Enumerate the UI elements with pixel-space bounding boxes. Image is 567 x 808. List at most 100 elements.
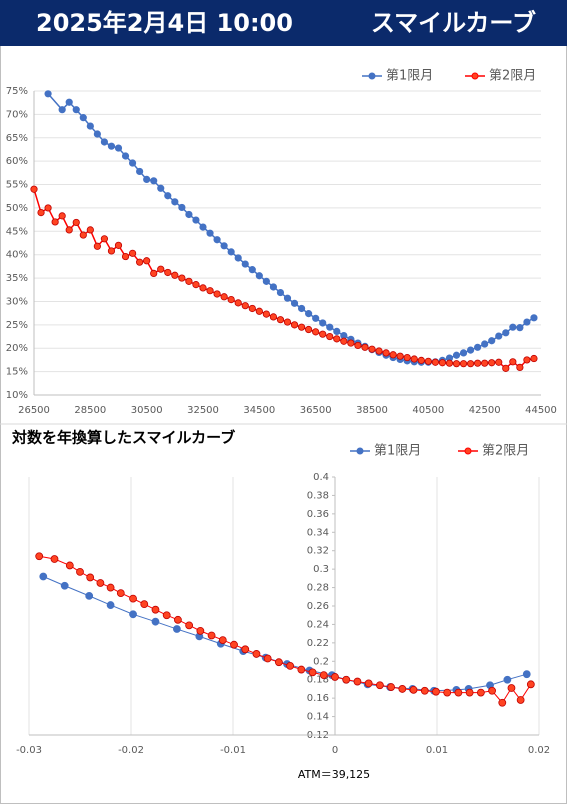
x-tick-label: 42500 <box>469 405 501 416</box>
data-point <box>185 621 194 630</box>
data-point <box>58 212 66 220</box>
data-point <box>387 683 396 691</box>
data-point <box>326 332 334 341</box>
x-tick-label: 0.02 <box>528 745 550 756</box>
data-point <box>65 561 74 570</box>
data-point <box>37 209 45 217</box>
data-point <box>171 198 179 206</box>
data-point <box>65 98 73 106</box>
data-point <box>241 302 249 310</box>
data-point <box>308 668 317 677</box>
y-tick-label: 0.32 <box>307 546 329 557</box>
x-tick-label: 40500 <box>412 405 444 416</box>
data-point <box>150 269 158 277</box>
data-point <box>44 204 52 212</box>
data-point <box>432 687 440 696</box>
data-point <box>151 617 160 626</box>
data-point <box>65 226 73 234</box>
data-point <box>96 579 105 587</box>
data-point <box>354 341 362 350</box>
data-point <box>523 318 531 326</box>
data-point <box>488 686 496 695</box>
data-point <box>410 355 418 363</box>
data-point <box>30 185 38 193</box>
data-point <box>129 610 137 619</box>
data-point <box>164 268 172 277</box>
data-point <box>516 363 524 372</box>
data-point <box>234 299 242 307</box>
legend-marker <box>368 72 376 80</box>
data-point <box>530 314 538 322</box>
data-point <box>297 665 306 674</box>
data-point <box>227 248 235 256</box>
y-tick-label: 55% <box>6 180 28 191</box>
data-point <box>51 218 59 226</box>
data-point <box>495 358 503 366</box>
y-tick-label: 35% <box>6 273 28 284</box>
data-point <box>39 572 48 581</box>
data-point <box>107 142 116 150</box>
data-point <box>213 290 221 298</box>
data-point <box>438 359 447 367</box>
data-point <box>516 324 524 332</box>
data-point <box>230 640 238 649</box>
data-point <box>174 615 182 624</box>
y-tick-label: 45% <box>6 226 28 237</box>
data-point <box>248 304 256 313</box>
data-point <box>143 257 151 265</box>
data-point <box>340 337 348 345</box>
legend-label: 第1限月 <box>374 444 421 459</box>
data-point <box>507 684 516 692</box>
data-point <box>420 686 429 695</box>
data-point <box>382 349 390 357</box>
data-point <box>466 360 475 368</box>
data-point <box>157 184 165 192</box>
data-point <box>76 568 84 576</box>
data-point <box>93 130 101 138</box>
legend-marker <box>356 447 364 455</box>
data-point <box>114 241 123 249</box>
data-point <box>60 581 69 590</box>
y-tick-label: 0.36 <box>307 509 329 520</box>
data-point <box>530 354 538 363</box>
y-tick-label: 0.3 <box>313 564 329 575</box>
chart-title: 対数を年換算したスマイルカーブ <box>11 429 235 447</box>
data-point <box>286 661 295 670</box>
y-tick-label: 0.34 <box>307 527 329 538</box>
data-point <box>185 210 193 219</box>
data-point <box>164 192 172 200</box>
data-point <box>516 696 525 704</box>
data-point <box>297 304 306 313</box>
data-point <box>452 360 461 368</box>
data-point <box>128 159 137 167</box>
data-point <box>79 231 87 239</box>
legend-marker <box>464 447 472 455</box>
data-point <box>129 594 137 603</box>
data-point <box>220 293 228 301</box>
data-point <box>50 555 59 563</box>
data-point <box>178 274 186 282</box>
data-point <box>196 626 205 635</box>
legend-label: 第2限月 <box>489 69 536 84</box>
data-point <box>136 258 144 266</box>
data-point <box>326 323 334 331</box>
data-point <box>121 152 130 160</box>
data-point <box>333 335 341 343</box>
y-tick-label: 50% <box>6 203 28 214</box>
y-tick-label: 30% <box>6 296 28 307</box>
legend-label: 第2限月 <box>482 444 529 459</box>
data-point <box>364 679 373 688</box>
data-point <box>136 167 144 176</box>
data-point <box>417 356 425 364</box>
data-point <box>255 272 263 280</box>
x-tick-label: -0.02 <box>118 745 144 756</box>
y-tick-label: 0.4 <box>313 472 329 483</box>
data-point <box>35 552 44 561</box>
x-tick-label: -0.01 <box>220 745 246 756</box>
data-point <box>106 583 115 592</box>
header-bar <box>0 0 567 46</box>
data-point <box>218 636 227 644</box>
data-point <box>476 688 485 697</box>
data-point <box>465 688 474 697</box>
data-point <box>185 277 193 285</box>
